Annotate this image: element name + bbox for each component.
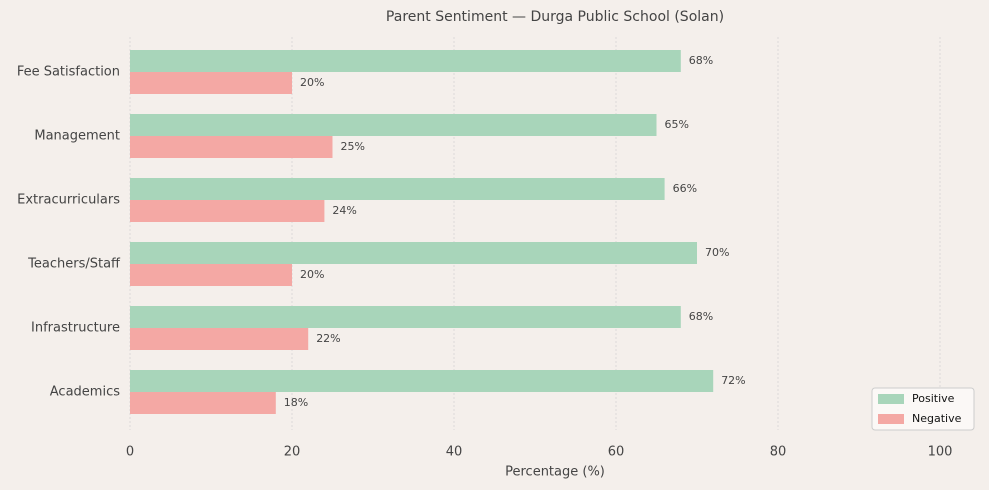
x-tick-label: 0	[126, 445, 134, 460]
value-label: 65%	[665, 118, 689, 131]
y-tick-label: Fee Satisfaction	[17, 65, 120, 80]
value-label: 20%	[300, 76, 324, 89]
legend-label: Positive	[912, 392, 955, 405]
y-tick-label: Teachers/Staff	[27, 257, 121, 272]
y-tick-label: Extracurriculars	[17, 193, 120, 208]
legend-label: Negative	[912, 412, 962, 425]
value-label: 24%	[332, 204, 356, 217]
bar	[130, 114, 657, 136]
bar	[130, 200, 325, 222]
legend-swatch	[878, 414, 904, 424]
bar	[130, 328, 309, 350]
value-label: 68%	[689, 310, 713, 323]
x-tick-label: 60	[608, 445, 625, 460]
value-label: 66%	[673, 182, 697, 195]
bar	[130, 178, 665, 200]
x-tick-label: 80	[770, 445, 787, 460]
value-label: 70%	[705, 246, 729, 259]
y-tick-label: Infrastructure	[31, 321, 120, 336]
bar	[130, 136, 333, 158]
x-tick-label: 40	[446, 445, 463, 460]
y-tick-label: Academics	[50, 385, 120, 400]
bar	[130, 264, 292, 286]
value-label: 72%	[721, 374, 745, 387]
bar	[130, 392, 276, 414]
bar	[130, 306, 681, 328]
value-label: 22%	[316, 332, 340, 345]
bar	[130, 72, 292, 94]
bar	[130, 50, 681, 72]
y-tick-label: Management	[34, 129, 120, 144]
value-label: 20%	[300, 268, 324, 281]
x-tick-label: 100	[928, 445, 953, 460]
chart-title: Parent Sentiment — Durga Public School (…	[386, 9, 724, 25]
value-label: 68%	[689, 54, 713, 67]
bar	[130, 242, 697, 264]
value-label: 18%	[284, 396, 308, 409]
x-axis-label: Percentage (%)	[505, 465, 605, 480]
bar	[130, 370, 714, 392]
x-tick-label: 20	[284, 445, 301, 460]
value-label: 25%	[341, 140, 365, 153]
legend-swatch	[878, 394, 904, 404]
